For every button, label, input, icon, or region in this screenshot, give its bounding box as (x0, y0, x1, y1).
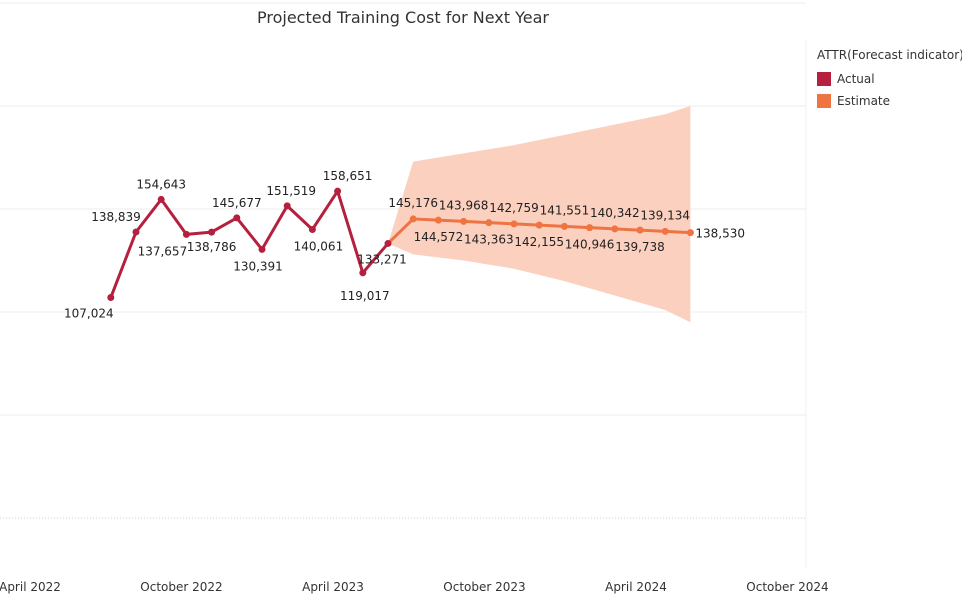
data-label: 154,643 (136, 177, 186, 191)
prediction-band (388, 106, 691, 323)
data-label: 140,342 (590, 206, 640, 220)
data-label: 144,572 (414, 230, 464, 244)
data-label: 140,061 (294, 239, 344, 253)
x-tick-label: October 2023 (443, 580, 525, 594)
x-axis: April 2022 October 2022 April 2023 October … (0, 580, 829, 594)
data-point-actual[interactable] (283, 202, 291, 210)
data-label: 142,155 (514, 235, 564, 249)
data-point-estimate[interactable] (661, 227, 669, 235)
x-tick-label: April 2023 (302, 580, 364, 594)
data-label: 119,017 (340, 289, 390, 303)
data-point-estimate[interactable] (460, 217, 468, 225)
data-point-estimate[interactable] (560, 222, 568, 230)
data-label: 145,677 (212, 196, 262, 210)
data-point-estimate[interactable] (409, 215, 417, 223)
data-label: 140,946 (565, 238, 615, 252)
data-point-actual[interactable] (258, 245, 266, 253)
series-line-actual (109, 189, 390, 299)
data-point-estimate[interactable] (611, 225, 619, 233)
data-label: 141,551 (540, 203, 590, 217)
chart-title: Projected Training Cost for Next Year (256, 8, 550, 27)
data-label: 133,271 (357, 252, 407, 266)
data-point-actual[interactable] (208, 228, 216, 236)
data-labels: 107,024 138,839 154,643 137,657 138,786 145,6… (64, 169, 745, 320)
data-point-actual[interactable] (233, 214, 241, 222)
legend-swatch-actual (817, 72, 831, 86)
data-point-actual[interactable] (182, 230, 190, 238)
data-label: 107,024 (64, 307, 114, 321)
data-point-actual[interactable] (107, 294, 115, 302)
data-point-estimate[interactable] (535, 221, 543, 229)
data-label: 138,786 (187, 240, 237, 254)
data-label: 130,391 (233, 259, 283, 273)
data-point-actual[interactable] (359, 269, 367, 277)
data-label: 143,968 (439, 198, 489, 212)
data-point-actual[interactable] (157, 195, 165, 203)
data-point-actual[interactable] (132, 228, 140, 236)
x-tick-label: April 2024 (605, 580, 667, 594)
data-point-estimate[interactable] (485, 219, 493, 227)
data-label: 143,363 (464, 233, 514, 247)
prediction-band-layer (388, 106, 691, 323)
data-point-actual[interactable] (308, 225, 316, 233)
data-point-estimate[interactable] (434, 216, 442, 224)
data-label: 137,657 (138, 244, 188, 258)
data-label: 138,839 (91, 210, 141, 224)
data-label: 139,134 (640, 208, 690, 222)
data-label: 138,530 (695, 227, 745, 241)
data-label: 139,738 (615, 240, 665, 254)
data-point-actual[interactable] (334, 187, 342, 195)
data-point-estimate[interactable] (586, 224, 594, 232)
data-point-actual[interactable] (384, 239, 392, 247)
data-label: 151,519 (266, 184, 316, 198)
legend-title: ATTR(Forecast indicator) (817, 48, 962, 62)
x-tick-label: October 2024 (746, 580, 828, 594)
data-point-estimate[interactable] (686, 229, 694, 237)
series-points (107, 187, 694, 302)
data-label: 142,759 (489, 201, 539, 215)
data-label: 145,176 (388, 196, 438, 210)
legend-swatch-estimate (817, 94, 831, 108)
legend-item-actual[interactable]: Actual (817, 68, 962, 90)
data-point-estimate[interactable] (636, 226, 644, 234)
data-point-estimate[interactable] (510, 220, 518, 228)
data-label: 158,651 (323, 169, 373, 183)
legend-item-estimate[interactable]: Estimate (817, 90, 962, 112)
x-tick-label: October 2022 (140, 580, 222, 594)
legend-label-actual: Actual (837, 72, 875, 86)
x-tick-label: April 2022 (0, 580, 61, 594)
legend: ATTR(Forecast indicator) Actual Estimate (817, 48, 962, 112)
legend-label-estimate: Estimate (837, 94, 891, 108)
